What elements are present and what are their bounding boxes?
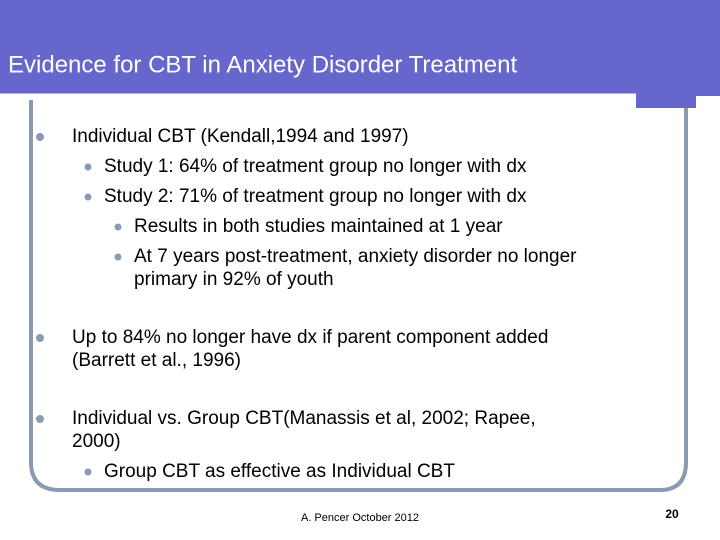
frame bbox=[29, 100, 688, 492]
bullet-text: Individual CBT (Kendall,1994 and 1997) bbox=[72, 126, 409, 147]
bullet bbox=[84, 193, 92, 201]
bullet bbox=[84, 163, 92, 171]
bullet-text: At 7 years post-treatment, anxiety disor… bbox=[134, 246, 577, 267]
bullet bbox=[36, 415, 44, 423]
bullet bbox=[36, 334, 44, 342]
bullet-text: Group CBT as effective as Individual CBT bbox=[104, 461, 455, 482]
bullet-text: Study 1: 64% of treatment group no longe… bbox=[104, 156, 527, 177]
bullet-text: primary in 92% of youth bbox=[134, 269, 334, 290]
bullet-text: Individual vs. Group CBT(Manassis et al,… bbox=[72, 408, 536, 429]
bullet bbox=[114, 253, 122, 261]
slide-title: Evidence for CBT in Anxiety Disorder Tre… bbox=[8, 51, 517, 78]
bullet-text: Up to 84% no longer have dx if parent co… bbox=[72, 327, 548, 348]
header-tab bbox=[636, 94, 696, 108]
header-band bbox=[0, 0, 720, 96]
bullet-text: (Barrett et al., 1996) bbox=[72, 350, 241, 371]
bullet-text: Study 2: 71% of treatment group no longe… bbox=[104, 186, 527, 207]
footer-text: A. Pencer October 2012 bbox=[301, 512, 419, 524]
bullet-text: Results in both studies maintained at 1 … bbox=[134, 216, 503, 237]
bullet bbox=[114, 223, 122, 231]
bullet bbox=[36, 133, 44, 141]
bullet bbox=[84, 468, 92, 476]
bullet-text: 2000) bbox=[72, 431, 121, 452]
page-number: 20 bbox=[665, 507, 679, 521]
